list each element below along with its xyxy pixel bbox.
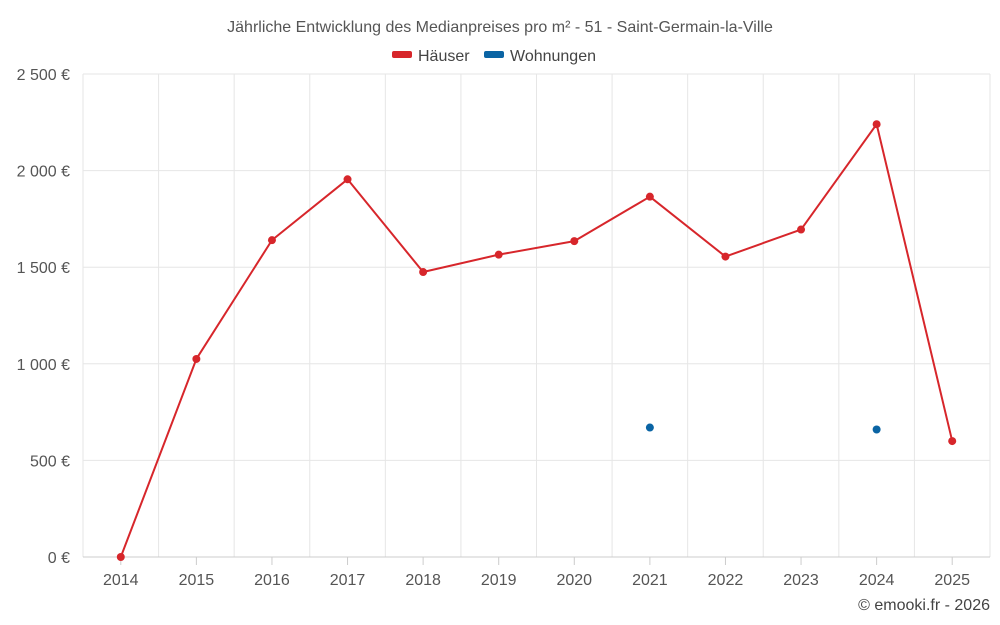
- x-tick-label: 2022: [708, 572, 744, 589]
- x-tick-label: 2023: [783, 572, 819, 589]
- data-point-houses-2019[interactable]: [494, 250, 503, 259]
- data-point-houses-2022[interactable]: [721, 252, 730, 261]
- legend-label-houses: Häuser: [418, 48, 470, 65]
- y-tick-label: 500 €: [30, 453, 70, 470]
- data-point-houses-2016[interactable]: [267, 236, 276, 245]
- data-point-apartments-2021[interactable]: [645, 423, 654, 432]
- axes: 0 € 500 € 1 000 € 1 500 € 2 000 € 2 500 € 2014…: [17, 67, 990, 589]
- legend: Häuser Wohnungen: [392, 48, 596, 65]
- x-tick-label: 2017: [330, 572, 366, 589]
- legend-item-apartments[interactable]: Wohnungen: [484, 48, 596, 65]
- data-point-apartments-2024[interactable]: [872, 425, 881, 434]
- data-point-houses-2018[interactable]: [419, 268, 428, 277]
- series: [116, 120, 957, 561]
- y-tick-label: 1 000 €: [17, 357, 70, 374]
- data-point-houses-2021[interactable]: [645, 192, 654, 201]
- data-point-houses-2024[interactable]: [872, 120, 881, 129]
- series-apartments: [645, 423, 881, 434]
- x-tick-label: 2018: [405, 572, 441, 589]
- x-tick-label: 2021: [632, 572, 668, 589]
- grid: [82, 73, 991, 557]
- y-tick-label: 2 500 €: [17, 67, 70, 84]
- y-tick-label: 0 €: [48, 550, 70, 567]
- x-tick-label: 2014: [103, 572, 139, 589]
- data-point-houses-2020[interactable]: [570, 237, 579, 246]
- credit-text: © emooki.fr - 2026: [858, 597, 990, 614]
- series-line-houses: [119, 123, 954, 558]
- x-tick-label: 2020: [556, 572, 592, 589]
- legend-item-houses[interactable]: Häuser: [392, 48, 470, 65]
- data-point-houses-2025[interactable]: [948, 437, 957, 446]
- legend-label-apartments: Wohnungen: [510, 48, 596, 65]
- x-tick-label: 2024: [859, 572, 895, 589]
- data-point-houses-2023[interactable]: [797, 225, 806, 234]
- x-tick-label: 2016: [254, 572, 290, 589]
- x-tick-label: 2025: [934, 572, 970, 589]
- x-tick-label: 2015: [179, 572, 215, 589]
- data-point-houses-2015[interactable]: [192, 354, 201, 363]
- y-tick-label: 1 500 €: [17, 260, 70, 277]
- x-tick-label: 2019: [481, 572, 517, 589]
- data-point-houses-2014[interactable]: [116, 553, 125, 561]
- chart-title: Jährliche Entwicklung des Medianpreises …: [227, 19, 773, 36]
- data-point-houses-2017[interactable]: [343, 175, 352, 184]
- y-tick-label: 2 000 €: [17, 164, 70, 181]
- legend-swatch-apartments: [484, 51, 504, 58]
- legend-swatch-houses: [392, 51, 412, 58]
- series-houses: [116, 120, 957, 561]
